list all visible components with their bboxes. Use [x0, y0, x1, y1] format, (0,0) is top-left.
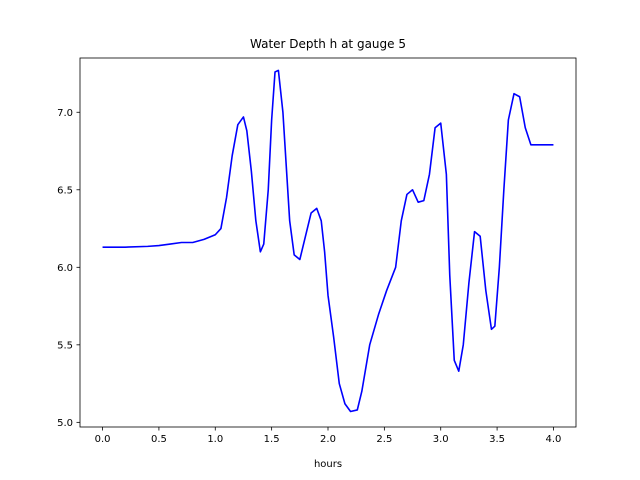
x-tick-label: 0.0 — [95, 434, 111, 445]
x-tick-label: 1.5 — [264, 434, 280, 445]
y-tick-label: 6.5 — [57, 185, 73, 196]
y-tick-label: 5.5 — [57, 340, 73, 351]
y-tick-label: 7.0 — [57, 108, 73, 119]
x-tick-label: 0.5 — [151, 434, 167, 445]
x-tick-label: 3.0 — [433, 434, 449, 445]
x-tick-label: 2.0 — [320, 434, 336, 445]
x-tick-label: 1.0 — [207, 434, 223, 445]
x-axis-label: hours — [314, 459, 342, 470]
chart-title: Water Depth h at gauge 5 — [250, 37, 406, 51]
series-line-0 — [102, 69, 554, 413]
y-axis: 5.0 5.5 6.0 6.5 7.0 — [57, 108, 80, 429]
x-tick-label: 3.5 — [489, 434, 505, 445]
x-tick-label: 4.0 — [546, 434, 562, 445]
x-tick-label: 2.5 — [376, 434, 392, 445]
y-tick-label: 6.0 — [57, 263, 73, 274]
x-axis: 0.0 0.5 1.0 1.5 2.0 2.5 3.0 3.5 4.0 — [95, 427, 562, 445]
y-tick-label: 5.0 — [57, 418, 73, 429]
